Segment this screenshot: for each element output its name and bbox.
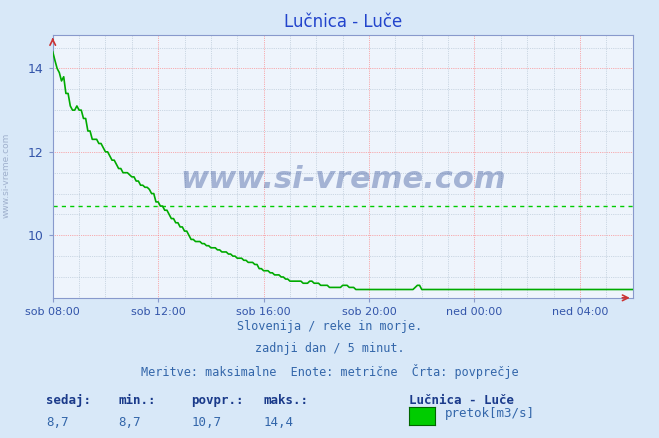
- Title: Lučnica - Luče: Lučnica - Luče: [283, 13, 402, 31]
- Text: 8,7: 8,7: [119, 416, 141, 429]
- Text: maks.:: maks.:: [264, 394, 308, 407]
- Text: 10,7: 10,7: [191, 416, 221, 429]
- Text: povpr.:: povpr.:: [191, 394, 244, 407]
- Text: min.:: min.:: [119, 394, 156, 407]
- Text: 8,7: 8,7: [46, 416, 69, 429]
- Text: pretok[m3/s]: pretok[m3/s]: [445, 407, 535, 420]
- Text: www.si-vreme.com: www.si-vreme.com: [2, 133, 11, 218]
- Text: Lučnica - Luče: Lučnica - Luče: [409, 394, 513, 407]
- Text: Meritve: maksimalne  Enote: metrične  Črta: povprečje: Meritve: maksimalne Enote: metrične Črta…: [140, 364, 519, 378]
- Text: Slovenija / reke in morje.: Slovenija / reke in morje.: [237, 320, 422, 333]
- Text: zadnji dan / 5 minut.: zadnji dan / 5 minut.: [254, 342, 405, 355]
- Text: 14,4: 14,4: [264, 416, 294, 429]
- Text: sedaj:: sedaj:: [46, 394, 91, 407]
- Text: www.si-vreme.com: www.si-vreme.com: [180, 165, 505, 194]
